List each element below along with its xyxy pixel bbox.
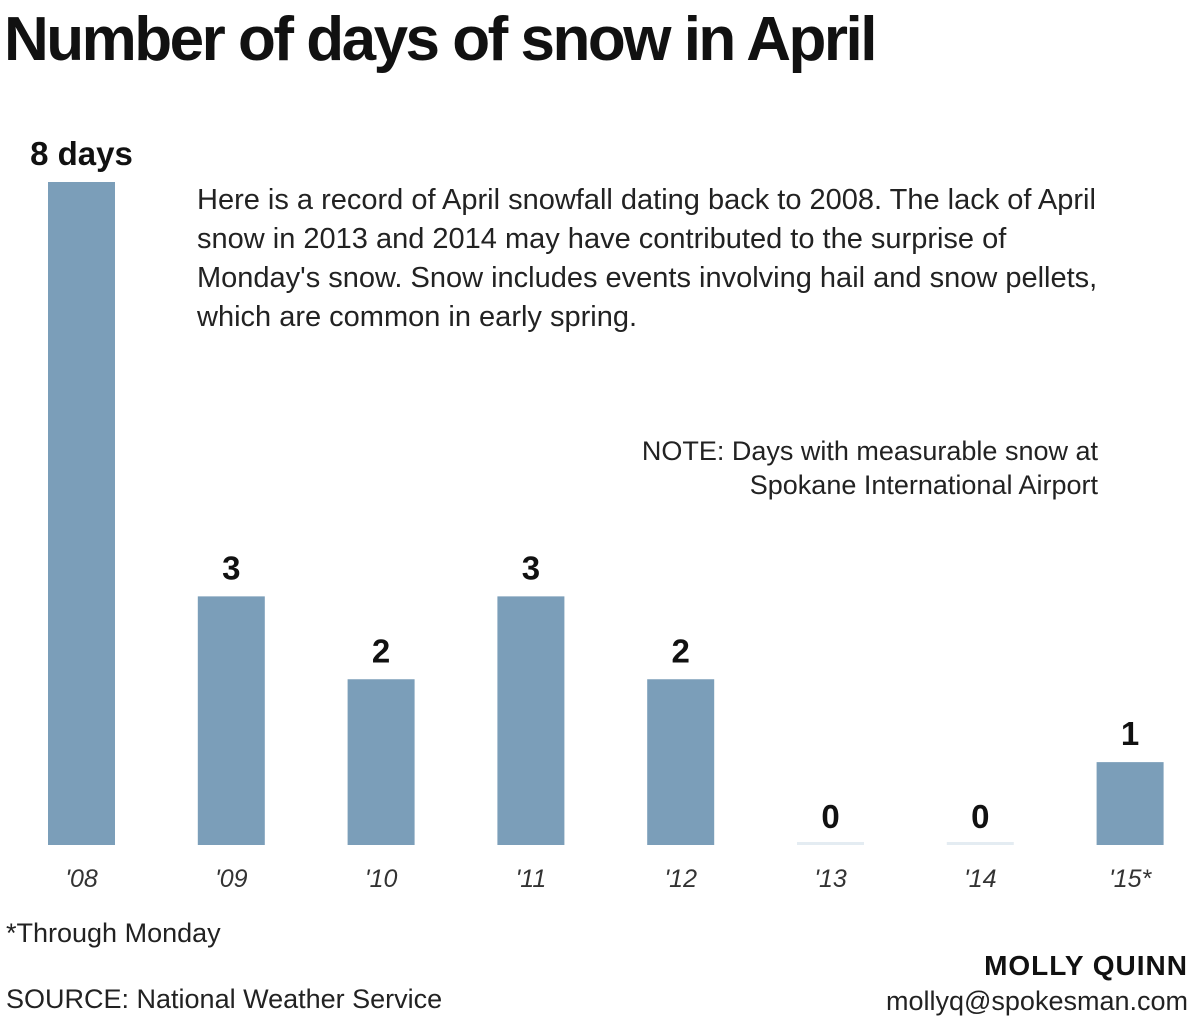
bar-5: [797, 842, 864, 845]
chart-title: Number of days of snow in April: [4, 5, 877, 74]
bar-0: [48, 182, 115, 845]
value-label-1: 3: [222, 549, 240, 586]
author-name: MOLLY QUINN: [984, 950, 1188, 981]
note-line-1: NOTE: Days with measurable snow at: [641, 436, 1098, 466]
value-label-0: 8 days: [30, 135, 133, 172]
bar-1: [197, 596, 265, 845]
bars-group: [48, 182, 1164, 845]
value-label-6: 0: [971, 798, 989, 835]
chart-description: Here is a record of April snowfall datin…: [197, 184, 1098, 333]
x-tick-label-3: '11: [516, 865, 547, 893]
bar-3: [497, 596, 565, 845]
bar-7: [1096, 762, 1164, 845]
x-tick-label-2: '10: [365, 865, 398, 893]
x-tick-label-7: '15*: [1109, 865, 1153, 893]
value-labels-group: 8 days 3 2 3 2 0 0 1: [30, 135, 1139, 835]
x-tick-label-0: '08: [65, 865, 98, 893]
value-label-3: 3: [522, 549, 540, 586]
bar-4: [647, 679, 715, 845]
source-credit: SOURCE: National Weather Service: [6, 984, 443, 1014]
x-tick-label-5: '13: [814, 865, 847, 893]
value-label-5: 0: [821, 798, 839, 835]
x-tick-label-1: '09: [215, 865, 248, 893]
x-tick-labels-group: '08 '09 '10 '11 '12 '13 '14 '15*: [65, 865, 1152, 893]
value-label-2: 2: [372, 632, 390, 669]
chart-note: NOTE: Days with measurable snow at Spoka…: [642, 434, 1098, 502]
footnote: *Through Monday: [6, 918, 221, 948]
value-label-7: 1: [1121, 715, 1139, 752]
author-email: mollyq@spokesman.com: [885, 986, 1188, 1016]
bar-6: [946, 842, 1014, 845]
value-label-4: 2: [672, 632, 690, 669]
x-tick-label-4: '12: [664, 865, 697, 893]
x-tick-label-6: '14: [964, 865, 997, 893]
note-line-2: Spokane International Airport: [749, 470, 1098, 500]
bar-2: [347, 679, 415, 845]
